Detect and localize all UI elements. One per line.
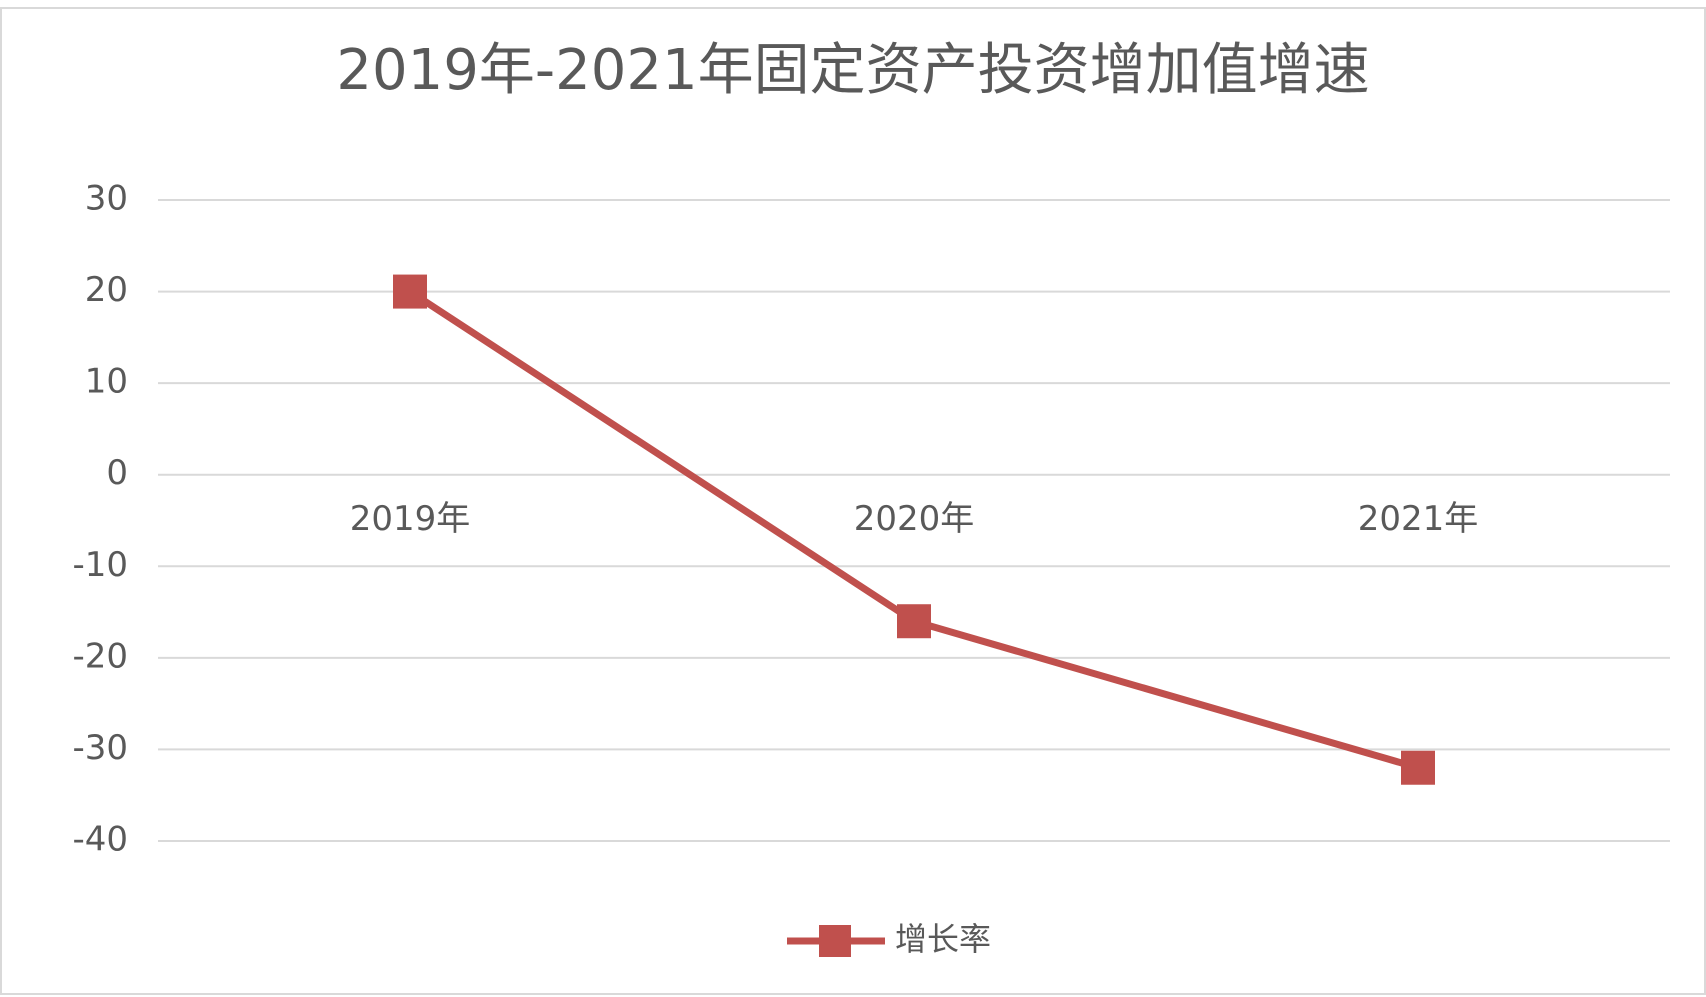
chart-border xyxy=(0,7,1706,995)
y-tick-label: 0 xyxy=(106,453,128,493)
y-tick-label: 30 xyxy=(85,179,128,219)
legend-label: 增长率 xyxy=(895,920,991,958)
y-tick-label: -20 xyxy=(72,636,128,676)
data-marker xyxy=(1401,750,1435,785)
y-tick-label: -10 xyxy=(72,545,128,585)
data-marker xyxy=(897,604,931,639)
x-tick-label: 2021年 xyxy=(1358,499,1479,539)
y-tick-label: -40 xyxy=(72,820,128,860)
legend-marker xyxy=(819,925,851,957)
chart-title: 2019年-2021年固定资产投资增加值增速 xyxy=(336,38,1369,103)
data-marker xyxy=(393,274,427,309)
y-tick-label: 20 xyxy=(85,270,128,310)
x-tick-label: 2020年 xyxy=(854,499,975,539)
y-tick-label: -30 xyxy=(72,728,128,768)
y-tick-label: 10 xyxy=(85,362,128,402)
x-tick-label: 2019年 xyxy=(350,499,471,539)
